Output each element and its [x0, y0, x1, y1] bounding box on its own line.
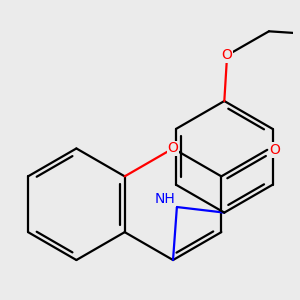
Text: O: O: [168, 142, 178, 155]
Text: O: O: [222, 48, 232, 62]
Text: O: O: [269, 143, 281, 157]
Text: NH: NH: [155, 192, 176, 206]
